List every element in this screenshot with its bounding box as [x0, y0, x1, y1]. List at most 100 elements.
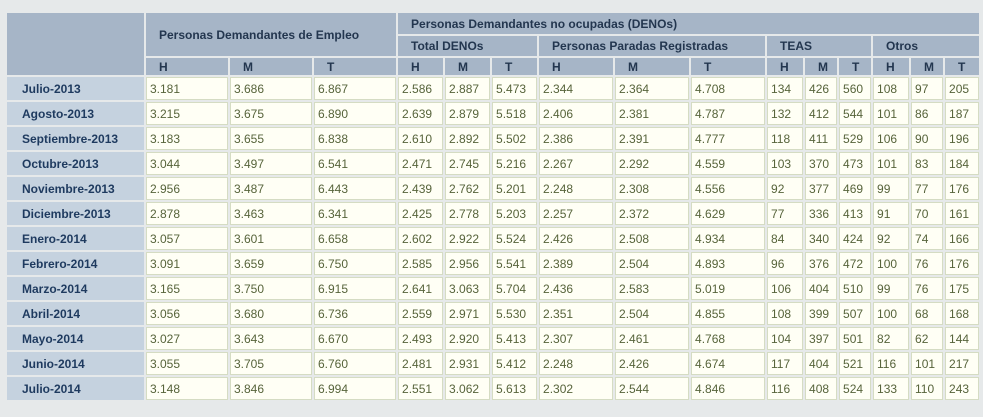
table-cell: 6.750: [314, 252, 397, 275]
table-row: Julio-2014 3.148 3.846 6.994 2.551 3.062 5.613…: [7, 377, 980, 400]
table-cell: 4.855: [691, 302, 766, 325]
table-cell: 2.248: [539, 177, 614, 200]
table-cell: 3.183: [146, 127, 228, 150]
table-cell: 3.705: [230, 352, 312, 375]
table-cell: 6.838: [314, 127, 397, 150]
table-cell: 426: [805, 77, 838, 100]
table-cell: 340: [805, 227, 838, 250]
table-cell: 76: [911, 252, 944, 275]
row-month-label: Mayo-2014: [7, 327, 144, 350]
table-cell: 510: [839, 277, 872, 300]
table-cell: 5.524: [492, 227, 538, 250]
subheader-cell: M: [615, 58, 690, 75]
table-cell: 5.541: [492, 252, 538, 275]
table-cell: 5.413: [492, 327, 538, 350]
table-cell: 3.487: [230, 177, 312, 200]
table-cell: 70: [911, 202, 944, 225]
table-cell: 217: [945, 352, 980, 375]
table-cell: 3.215: [146, 102, 228, 125]
table-cell: 3.686: [230, 77, 312, 100]
table-cell: 408: [805, 377, 838, 400]
table-cell: 501: [839, 327, 872, 350]
employment-table: Personas Demandantes de Empleo Personas …: [5, 11, 981, 402]
table-cell: 377: [805, 177, 838, 200]
table-cell: 3.463: [230, 202, 312, 225]
table-cell: 2.426: [615, 352, 690, 375]
table-row: Noviembre-2013 2.956 3.487 6.443 2.439 2.762 5…: [7, 177, 980, 200]
table-cell: 2.504: [615, 252, 690, 275]
row-month-label: Marzo-2014: [7, 277, 144, 300]
table-cell: 84: [767, 227, 804, 250]
table-cell: 529: [839, 127, 872, 150]
subheader-cell: T: [691, 58, 766, 75]
table-cell: 376: [805, 252, 838, 275]
table-cell: 82: [873, 327, 910, 350]
table-cell: 411: [805, 127, 838, 150]
denos-header: Personas Demandantes no ocupadas (DENOs): [398, 13, 980, 34]
table-cell: 2.307: [539, 327, 614, 350]
table-cell: 2.931: [445, 352, 491, 375]
table-cell: 3.057: [146, 227, 228, 250]
table-cell: 3.091: [146, 252, 228, 275]
table-cell: 560: [839, 77, 872, 100]
table-cell: 2.583: [615, 277, 690, 300]
table-cell: 3.680: [230, 302, 312, 325]
table-row: Febrero-2014 3.091 3.659 6.750 2.585 2.956 5.5…: [7, 252, 980, 275]
table-cell: 6.760: [314, 352, 397, 375]
table-cell: 6.541: [314, 152, 397, 175]
table-cell: 168: [945, 302, 980, 325]
table-cell: 6.341: [314, 202, 397, 225]
header-row-2: Total DENOs Personas Paradas Registradas…: [7, 36, 980, 56]
table-cell: 2.508: [615, 227, 690, 250]
table-row: Abril-2014 3.056 3.680 6.736 2.559 2.971 5.530…: [7, 302, 980, 325]
subheader-cell: T: [945, 58, 980, 75]
table-cell: 6.670: [314, 327, 397, 350]
table-cell: 2.471: [398, 152, 444, 175]
table-cell: 4.556: [691, 177, 766, 200]
subheader-cell: T: [314, 58, 397, 75]
table-cell: 101: [873, 152, 910, 175]
table-cell: 4.777: [691, 127, 766, 150]
row-month-label: Julio-2013: [7, 77, 144, 100]
table-cell: 4.893: [691, 252, 766, 275]
table-cell: 166: [945, 227, 980, 250]
subheader-cell: M: [445, 58, 491, 75]
demandantes-header: Personas Demandantes de Empleo: [146, 13, 397, 56]
table-row: Mayo-2014 3.027 3.643 6.670 2.493 2.920 5.413 2…: [7, 327, 980, 350]
table-cell: 3.675: [230, 102, 312, 125]
table-cell: 92: [873, 227, 910, 250]
table-cell: 4.768: [691, 327, 766, 350]
table-cell: 2.559: [398, 302, 444, 325]
table-cell: 100: [873, 252, 910, 275]
table-cell: 3.497: [230, 152, 312, 175]
table-cell: 2.425: [398, 202, 444, 225]
table-cell: 6.915: [314, 277, 397, 300]
row-month-label: Agosto-2013: [7, 102, 144, 125]
table-cell: 2.493: [398, 327, 444, 350]
table-cell: 2.389: [539, 252, 614, 275]
table-cell: 2.364: [615, 77, 690, 100]
subheader-cell: M: [230, 58, 312, 75]
table-cell: 74: [911, 227, 944, 250]
row-month-label: Noviembre-2013: [7, 177, 144, 200]
table-cell: 2.586: [398, 77, 444, 100]
table-cell: 424: [839, 227, 872, 250]
table-cell: 77: [767, 202, 804, 225]
table-cell: 5.216: [492, 152, 538, 175]
table-cell: 3.643: [230, 327, 312, 350]
table-cell: 5.518: [492, 102, 538, 125]
table-cell: 2.971: [445, 302, 491, 325]
table-cell: 2.610: [398, 127, 444, 150]
subheader-cell: H: [146, 58, 228, 75]
table-cell: 4.846: [691, 377, 766, 400]
group-header-paradas: Personas Paradas Registradas: [539, 36, 766, 56]
table-cell: 2.879: [445, 102, 491, 125]
table-cell: 5.613: [492, 377, 538, 400]
table-cell: 6.994: [314, 377, 397, 400]
table-cell: 2.887: [445, 77, 491, 100]
table-cell: 2.551: [398, 377, 444, 400]
table-cell: 2.922: [445, 227, 491, 250]
group-header-otros: Otros: [873, 36, 980, 56]
table-cell: 106: [873, 127, 910, 150]
